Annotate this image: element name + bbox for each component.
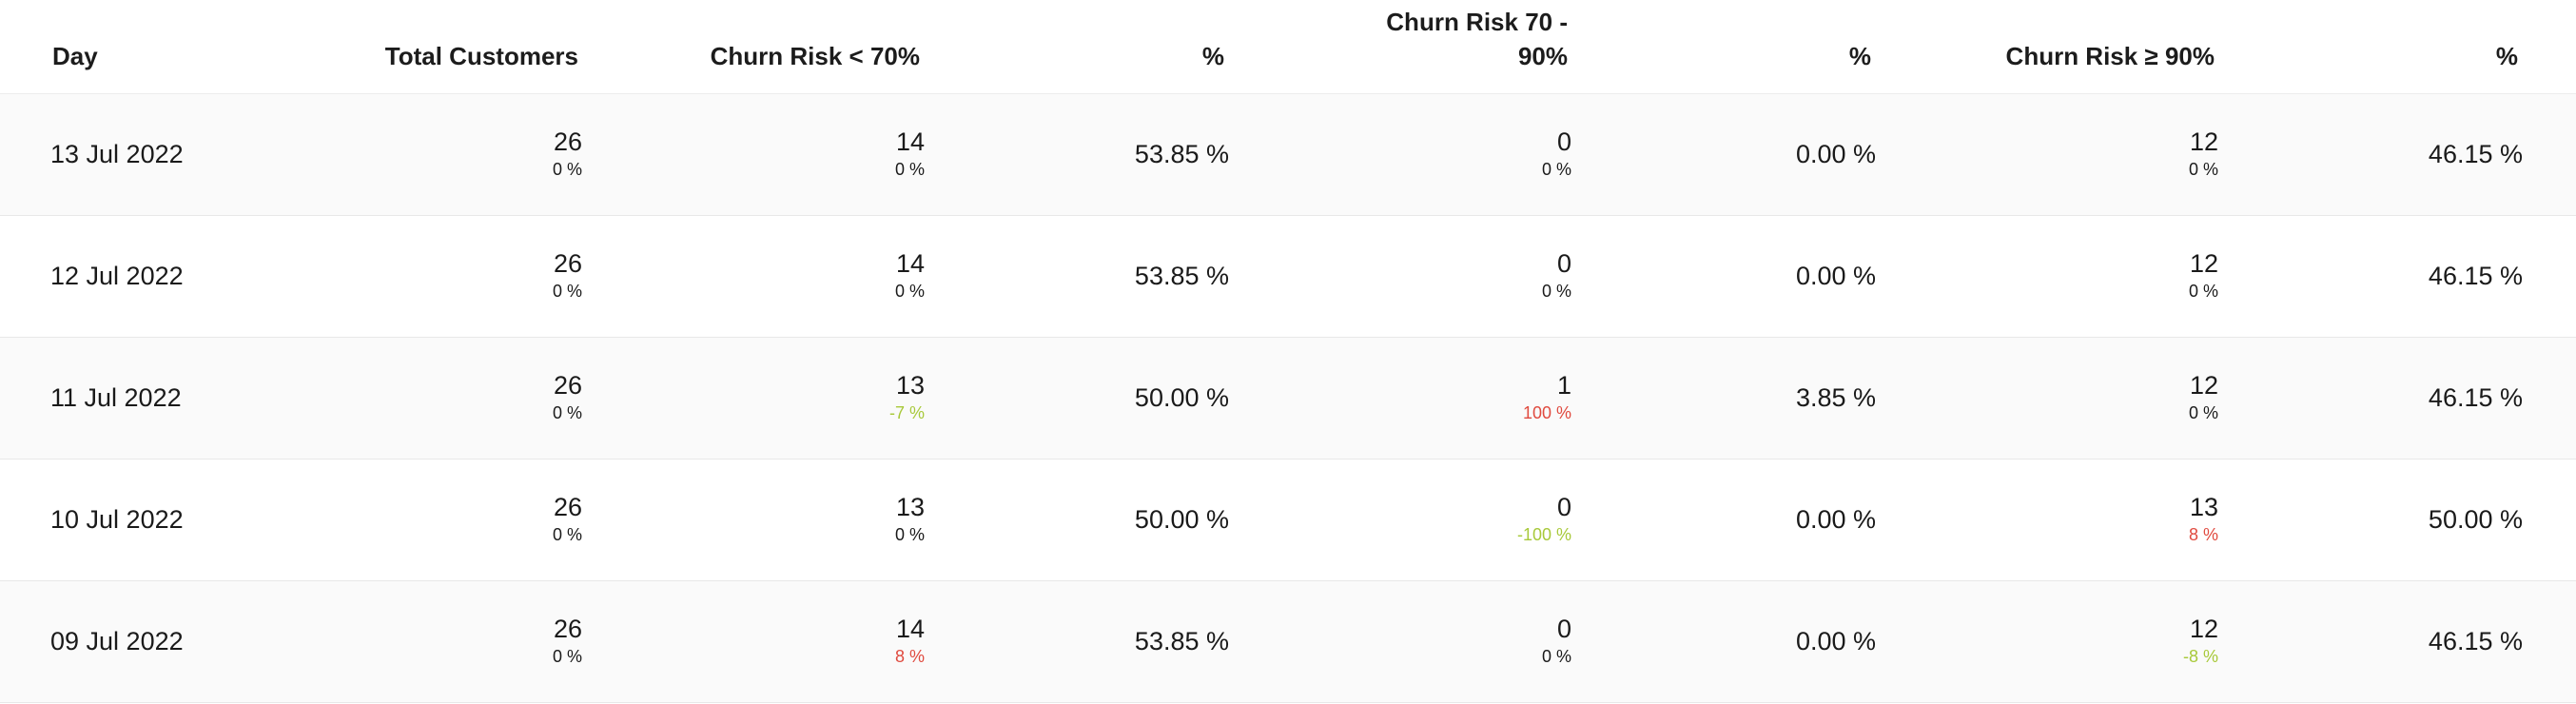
churn-mid-value: 0 <box>1556 249 1571 278</box>
churn-low-cell: 14 0 % <box>895 126 925 181</box>
churn-low-delta: 0 % <box>894 282 925 301</box>
churn-low-value: 13 <box>895 371 925 400</box>
churn-mid-pct-cell: 0.00 % <box>1795 140 1876 168</box>
total-customers-cell: 26 0 % <box>553 491 582 546</box>
total-customers-delta: 0 % <box>552 160 582 179</box>
churn-high-cell: 13 8 % <box>2189 491 2218 546</box>
churn-low-cell: 13 0 % <box>895 491 925 546</box>
churn-mid-cell: 0 0 % <box>1542 613 1571 668</box>
day-cell: 10 Jul 2022 <box>50 505 184 534</box>
table-header: Day Total Customers Churn Risk < 70% % C… <box>0 0 2576 94</box>
churn-high-cell: 12 0 % <box>2189 126 2218 181</box>
column-header-churn-mid[interactable]: Churn Risk 70 - 90% <box>1386 5 1568 73</box>
column-header-churn-low[interactable]: Churn Risk < 70% <box>710 42 920 70</box>
total-customers-cell: 26 0 % <box>553 126 582 181</box>
churn-mid-delta: 0 % <box>1541 647 1571 666</box>
churn-mid-cell: 0 -100 % <box>1517 491 1571 546</box>
churn-low-value: 14 <box>895 249 925 278</box>
total-customers-cell: 26 0 % <box>553 247 582 303</box>
churn-high-cell: 12 -8 % <box>2183 613 2218 668</box>
churn-mid-pct-cell: 0.00 % <box>1795 627 1876 655</box>
column-header-churn-high-pct[interactable]: % <box>2495 42 2518 70</box>
churn-mid-cell: 0 0 % <box>1542 126 1571 181</box>
column-header-churn-mid-line2: 90% <box>1517 42 1568 70</box>
total-customers-value: 26 <box>553 371 582 400</box>
total-customers-value: 26 <box>553 615 582 643</box>
churn-mid-pct-cell: 0.00 % <box>1795 262 1876 290</box>
churn-mid-value: 0 <box>1556 127 1571 156</box>
churn-high-value: 12 <box>2189 371 2218 400</box>
churn-low-delta: 0 % <box>894 160 925 179</box>
churn-mid-cell: 1 100 % <box>1523 369 1571 424</box>
churn-high-delta: 0 % <box>2188 282 2218 301</box>
total-customers-value: 26 <box>553 493 582 521</box>
total-customers-delta: 0 % <box>552 525 582 544</box>
churn-high-value: 13 <box>2189 493 2218 521</box>
churn-high-pct-cell: 46.15 % <box>2428 627 2523 655</box>
churn-mid-pct-cell: 0.00 % <box>1795 505 1876 534</box>
churn-low-delta: 0 % <box>894 525 925 544</box>
total-customers-value: 26 <box>553 249 582 278</box>
table-row[interactable]: 10 Jul 2022 26 0 % 13 0 % 50.00 % 0 -100… <box>0 460 2576 581</box>
churn-high-delta: -8 % <box>2182 647 2218 666</box>
churn-low-delta: 8 % <box>894 647 925 666</box>
day-cell: 09 Jul 2022 <box>50 627 184 655</box>
churn-low-cell: 14 8 % <box>895 613 925 668</box>
total-customers-delta: 0 % <box>552 403 582 422</box>
churn-mid-value: 1 <box>1556 371 1571 400</box>
churn-low-pct-cell: 50.00 % <box>1134 505 1229 534</box>
total-customers-cell: 26 0 % <box>553 613 582 668</box>
churn-high-pct-cell: 46.15 % <box>2428 262 2523 290</box>
column-header-churn-low-pct[interactable]: % <box>1201 42 1224 70</box>
churn-low-value: 13 <box>895 493 925 521</box>
column-header-churn-mid-pct[interactable]: % <box>1848 42 1871 70</box>
churn-mid-cell: 0 0 % <box>1542 247 1571 303</box>
churn-high-pct-cell: 46.15 % <box>2428 140 2523 168</box>
churn-mid-value: 0 <box>1556 493 1571 521</box>
churn-high-value: 12 <box>2189 249 2218 278</box>
churn-low-pct-cell: 53.85 % <box>1134 627 1229 655</box>
churn-low-pct-cell: 53.85 % <box>1134 262 1229 290</box>
churn-low-value: 14 <box>895 615 925 643</box>
churn-high-pct-cell: 50.00 % <box>2428 505 2523 534</box>
churn-mid-value: 0 <box>1556 615 1571 643</box>
churn-high-cell: 12 0 % <box>2189 369 2218 424</box>
churn-low-cell: 13 -7 % <box>889 369 925 424</box>
churn-high-value: 12 <box>2189 615 2218 643</box>
churn-mid-delta: 0 % <box>1541 160 1571 179</box>
column-header-churn-high[interactable]: Churn Risk ≥ 90% <box>2005 42 2215 70</box>
churn-high-cell: 12 0 % <box>2189 247 2218 303</box>
day-cell: 13 Jul 2022 <box>50 140 184 168</box>
churn-low-cell: 14 0 % <box>895 247 925 303</box>
churn-high-pct-cell: 46.15 % <box>2428 383 2523 412</box>
total-customers-delta: 0 % <box>552 647 582 666</box>
churn-mid-delta: -100 % <box>1516 525 1571 544</box>
column-header-day[interactable]: Day <box>52 42 98 70</box>
table-body: 13 Jul 2022 26 0 % 14 0 % 53.85 % 0 0 % … <box>0 94 2576 703</box>
table-row[interactable]: 09 Jul 2022 26 0 % 14 8 % 53.85 % 0 0 % … <box>0 581 2576 703</box>
churn-low-value: 14 <box>895 127 925 156</box>
total-customers-delta: 0 % <box>552 282 582 301</box>
churn-high-value: 12 <box>2189 127 2218 156</box>
column-header-churn-mid-line1: Churn Risk 70 - <box>1386 8 1568 36</box>
day-cell: 11 Jul 2022 <box>50 383 182 412</box>
churn-low-pct-cell: 50.00 % <box>1134 383 1229 412</box>
table-row[interactable]: 12 Jul 2022 26 0 % 14 0 % 53.85 % 0 0 % … <box>0 216 2576 338</box>
churn-low-pct-cell: 53.85 % <box>1134 140 1229 168</box>
churn-high-delta: 0 % <box>2188 403 2218 422</box>
churn-mid-delta: 0 % <box>1541 282 1571 301</box>
churn-mid-pct-cell: 3.85 % <box>1795 383 1876 412</box>
table-row[interactable]: 13 Jul 2022 26 0 % 14 0 % 53.85 % 0 0 % … <box>0 94 2576 216</box>
churn-high-delta: 8 % <box>2188 525 2218 544</box>
column-header-total-customers[interactable]: Total Customers <box>384 42 578 70</box>
table-row[interactable]: 11 Jul 2022 26 0 % 13 -7 % 50.00 % 1 100… <box>0 338 2576 460</box>
churn-mid-delta: 100 % <box>1522 403 1571 422</box>
total-customers-cell: 26 0 % <box>553 369 582 424</box>
day-cell: 12 Jul 2022 <box>50 262 184 290</box>
churn-high-delta: 0 % <box>2188 160 2218 179</box>
churn-low-delta: -7 % <box>888 403 925 422</box>
total-customers-value: 26 <box>553 127 582 156</box>
